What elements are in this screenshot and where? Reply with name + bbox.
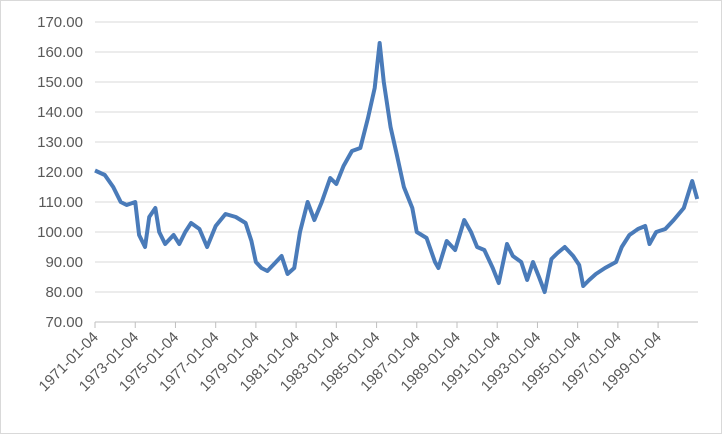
- data-line: [94, 41, 700, 294]
- y-tick-label: 70.00: [45, 314, 83, 331]
- y-tick-label: 80.00: [45, 284, 83, 301]
- y-tick-label: 130.00: [37, 134, 83, 151]
- y-tick-label: 90.00: [45, 254, 83, 271]
- y-tick-label: 110.00: [38, 194, 83, 211]
- y-tick-label: 120.00: [37, 164, 83, 181]
- y-tick-label: 150.00: [37, 74, 83, 91]
- y-tick-label: 170.00: [37, 14, 83, 31]
- y-tick-label: 100.00: [37, 224, 83, 241]
- y-tick-label: 140.00: [37, 104, 83, 121]
- y-tick-label: 160.00: [37, 44, 83, 61]
